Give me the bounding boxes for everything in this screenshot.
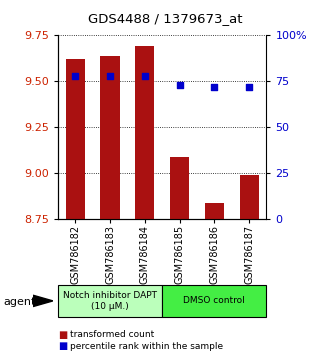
Bar [135,46,154,219]
Point [142,73,148,79]
Bar [205,203,224,219]
Point [177,82,182,88]
Text: Notch inhibitor DAPT
(10 μM.): Notch inhibitor DAPT (10 μM.) [63,291,157,310]
Bar [101,56,119,219]
Text: ■: ■ [58,330,67,339]
Text: percentile rank within the sample: percentile rank within the sample [70,342,223,351]
Bar [240,175,259,219]
Point [107,73,113,79]
Point [212,84,217,90]
Text: DMSO control: DMSO control [183,296,245,306]
Text: agent: agent [3,297,36,307]
Point [72,73,78,79]
Text: transformed count: transformed count [70,330,154,339]
Bar [66,59,85,219]
Point [246,84,252,90]
Bar [58,285,162,317]
Bar [162,285,266,317]
Polygon shape [33,295,53,307]
Bar [170,157,189,219]
Text: ■: ■ [58,341,67,351]
Text: GDS4488 / 1379673_at: GDS4488 / 1379673_at [88,12,243,25]
